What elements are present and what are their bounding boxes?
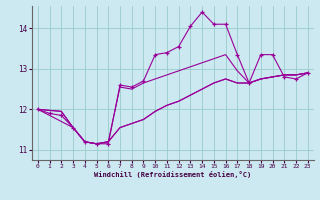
X-axis label: Windchill (Refroidissement éolien,°C): Windchill (Refroidissement éolien,°C) [94,171,252,178]
